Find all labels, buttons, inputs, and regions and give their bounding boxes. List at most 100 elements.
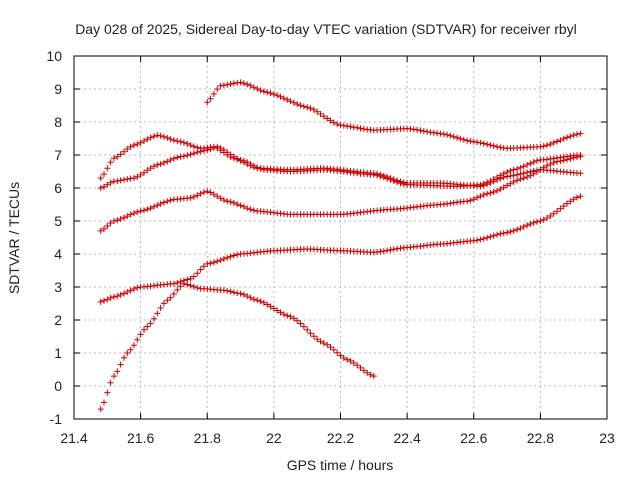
data-point bbox=[347, 123, 354, 130]
series-D bbox=[97, 153, 584, 234]
data-point bbox=[134, 284, 141, 291]
data-point bbox=[180, 139, 187, 146]
data-point bbox=[121, 214, 127, 221]
data-point bbox=[107, 294, 114, 301]
data-point bbox=[550, 210, 557, 217]
data-point bbox=[510, 227, 517, 234]
data-point bbox=[101, 225, 107, 232]
data-point bbox=[537, 218, 544, 224]
data-point bbox=[270, 91, 277, 98]
data-point bbox=[267, 303, 274, 310]
data-point bbox=[374, 172, 381, 179]
y-tick-labels: -1 0 1 2 3 4 5 6 7 8 9 10 bbox=[46, 48, 62, 427]
data-point bbox=[180, 280, 187, 287]
data-point bbox=[294, 317, 301, 324]
data-point bbox=[370, 171, 377, 178]
data-point bbox=[131, 142, 137, 149]
data-point bbox=[554, 208, 560, 215]
data-point bbox=[184, 152, 191, 159]
data-point bbox=[544, 162, 550, 169]
data-point bbox=[197, 266, 204, 273]
data-point bbox=[97, 298, 104, 305]
data-point bbox=[190, 283, 197, 290]
data-point bbox=[480, 191, 487, 198]
data-point bbox=[124, 213, 131, 220]
data-point bbox=[510, 172, 517, 179]
data-point bbox=[224, 149, 231, 156]
data-point bbox=[524, 174, 531, 180]
data-point bbox=[151, 203, 157, 210]
data-point bbox=[247, 161, 254, 167]
data-point bbox=[97, 227, 104, 234]
data-point bbox=[557, 137, 564, 144]
data-point bbox=[200, 189, 207, 196]
data-point bbox=[257, 87, 264, 94]
data-point bbox=[157, 200, 164, 207]
data-point bbox=[230, 153, 237, 160]
data-point bbox=[527, 221, 534, 227]
data-point bbox=[151, 133, 157, 140]
x-axis-label: GPS time / hours bbox=[287, 457, 394, 473]
data-point bbox=[230, 289, 237, 296]
data-point bbox=[210, 144, 217, 151]
data-point bbox=[544, 142, 550, 149]
data-point bbox=[497, 144, 504, 151]
data-point bbox=[254, 85, 261, 92]
data-point bbox=[101, 399, 107, 406]
data-point bbox=[304, 326, 311, 333]
data-point bbox=[494, 231, 501, 238]
data-point bbox=[497, 186, 504, 193]
x-tick-label: 22.6 bbox=[460, 430, 487, 446]
data-point bbox=[520, 223, 527, 230]
data-point bbox=[280, 95, 287, 102]
data-point bbox=[527, 172, 534, 179]
data-point bbox=[147, 320, 154, 327]
data-point bbox=[227, 288, 234, 295]
data-point bbox=[287, 313, 294, 320]
data-point bbox=[494, 187, 501, 194]
data-point bbox=[204, 99, 211, 106]
series-F bbox=[97, 280, 377, 413]
data-point bbox=[357, 125, 364, 132]
data-point bbox=[397, 180, 404, 187]
data-point bbox=[244, 205, 251, 212]
data-point bbox=[227, 151, 234, 158]
y-axis-label: SDTVAR / TECUs bbox=[6, 182, 22, 294]
data-point bbox=[134, 208, 141, 215]
data-point bbox=[227, 198, 234, 205]
x-tick-label: 23 bbox=[599, 430, 615, 446]
data-point bbox=[244, 293, 251, 300]
data-point bbox=[354, 124, 361, 131]
data-point bbox=[114, 293, 121, 300]
data-point bbox=[317, 111, 324, 117]
data-point bbox=[470, 196, 477, 203]
data-point bbox=[570, 196, 577, 203]
data-point bbox=[174, 154, 181, 161]
data-point bbox=[517, 176, 524, 183]
data-point bbox=[264, 301, 271, 308]
series-C bbox=[204, 79, 584, 152]
data-point bbox=[264, 89, 271, 96]
data-point bbox=[154, 202, 161, 209]
data-point bbox=[544, 215, 550, 221]
data-point bbox=[107, 179, 114, 186]
data-point bbox=[104, 389, 111, 396]
data-point bbox=[234, 155, 241, 162]
data-point bbox=[560, 135, 567, 142]
y-tick-label: 6 bbox=[54, 180, 62, 196]
data-point bbox=[484, 190, 491, 197]
data-point bbox=[540, 164, 547, 171]
data-point bbox=[184, 140, 191, 147]
data-point bbox=[550, 139, 557, 146]
data-point bbox=[464, 198, 471, 205]
data-point bbox=[424, 128, 431, 135]
data-point bbox=[484, 141, 491, 148]
data-point bbox=[550, 159, 557, 166]
data-point bbox=[124, 289, 131, 295]
data-point bbox=[97, 406, 104, 413]
data-point bbox=[121, 148, 127, 155]
data-point bbox=[137, 331, 144, 338]
data-point bbox=[164, 158, 171, 165]
data-point bbox=[497, 230, 504, 237]
data-point bbox=[567, 198, 574, 205]
